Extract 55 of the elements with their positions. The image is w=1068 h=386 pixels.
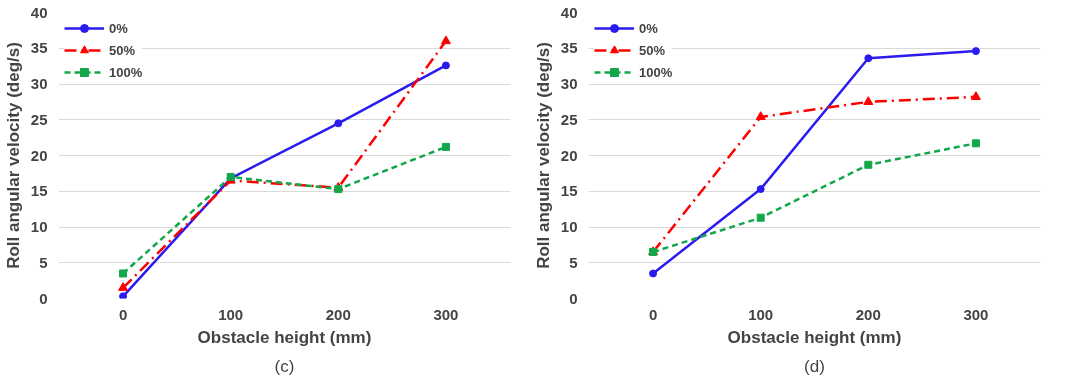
point bbox=[863, 96, 874, 105]
point bbox=[649, 269, 658, 278]
x-axis-title: Obstacle height (mm) bbox=[197, 327, 372, 347]
point bbox=[971, 139, 980, 148]
y-tick-label: 0 bbox=[569, 289, 578, 307]
y-tick-label: 35 bbox=[560, 39, 578, 57]
x-axis-title: Obstacle height (mm) bbox=[727, 327, 902, 347]
x-tick-label: 100 bbox=[218, 305, 244, 323]
point bbox=[119, 292, 128, 299]
x-tick-label: 200 bbox=[855, 305, 881, 323]
y-tick-label: 30 bbox=[560, 75, 578, 92]
y-tick-label: 0 bbox=[39, 289, 48, 307]
y-tick-label: 30 bbox=[30, 75, 48, 92]
x-tick-label: 200 bbox=[325, 305, 351, 323]
y-tick-label: 20 bbox=[30, 146, 48, 164]
y-tick-label: 10 bbox=[560, 218, 578, 235]
text: (c) bbox=[274, 356, 295, 376]
x-tick-label: 0 bbox=[648, 305, 658, 323]
legend-label: 100% bbox=[109, 64, 143, 80]
point bbox=[864, 54, 873, 63]
y-tick-label: 40 bbox=[30, 3, 48, 21]
point bbox=[864, 160, 873, 169]
legend-label: 100% bbox=[639, 64, 673, 80]
point bbox=[756, 213, 765, 222]
x-tick-label: 100 bbox=[748, 305, 774, 323]
legend-label: 0% bbox=[639, 20, 659, 36]
legend-label: 50% bbox=[639, 42, 666, 58]
x-tick-label: 300 bbox=[963, 305, 989, 323]
point bbox=[755, 111, 766, 120]
x-tick-label: 300 bbox=[433, 305, 459, 323]
y-tick-label: 20 bbox=[560, 146, 578, 164]
y-tick-label: 25 bbox=[30, 110, 48, 128]
y-tick-label: 40 bbox=[560, 3, 578, 21]
y-tick-label: 25 bbox=[560, 110, 578, 128]
y-tick-label: 5 bbox=[569, 253, 578, 271]
point bbox=[440, 35, 451, 45]
legend-label: 0% bbox=[109, 20, 129, 36]
y-tick-label: 35 bbox=[30, 39, 48, 57]
point bbox=[118, 282, 129, 291]
y-tick-label: 15 bbox=[560, 182, 578, 200]
point bbox=[119, 269, 128, 278]
text: (d) bbox=[804, 356, 825, 376]
point bbox=[756, 185, 765, 194]
y-axis-title: Roll angular velocity (deg/s) bbox=[533, 42, 553, 269]
point bbox=[334, 119, 343, 128]
point bbox=[441, 61, 450, 70]
point bbox=[441, 142, 450, 151]
point bbox=[970, 91, 981, 100]
y-tick-label: 15 bbox=[30, 182, 48, 200]
x-tick-label: 0 bbox=[118, 305, 128, 323]
y-tick-label: 5 bbox=[39, 253, 48, 271]
y-axis-title: Roll angular velocity (deg/s) bbox=[3, 42, 23, 269]
y-tick-label: 10 bbox=[30, 218, 48, 235]
legend-label: 50% bbox=[109, 42, 136, 58]
point bbox=[971, 47, 980, 56]
